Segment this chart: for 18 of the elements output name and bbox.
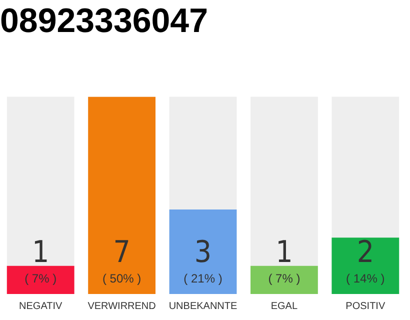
data-label: 2 — [356, 235, 374, 270]
x-tick-label: EGAL — [270, 300, 298, 312]
data-label: 3 — [194, 235, 212, 270]
x-tick-label: POSITIV — [346, 300, 386, 312]
annotation: ( 21% ) — [184, 271, 222, 286]
x-tick-label: VERWIRREND — [88, 300, 156, 312]
data-label: 7 — [113, 235, 130, 270]
data-label: 1 — [32, 235, 50, 270]
data-label: 1 — [276, 235, 293, 270]
x-tick-label: NEGATIV — [19, 300, 63, 312]
chart-title: 08923336047 — [0, 2, 208, 40]
annotation: ( 50% ) — [102, 271, 142, 286]
bar — [6, 266, 74, 294]
annotation: ( 7% ) — [24, 271, 57, 286]
annotation: ( 7% ) — [268, 271, 300, 286]
x-tick-label: UNBEKANNTE — [168, 300, 238, 312]
bar — [250, 266, 318, 294]
annotation: ( 14% ) — [346, 271, 385, 286]
